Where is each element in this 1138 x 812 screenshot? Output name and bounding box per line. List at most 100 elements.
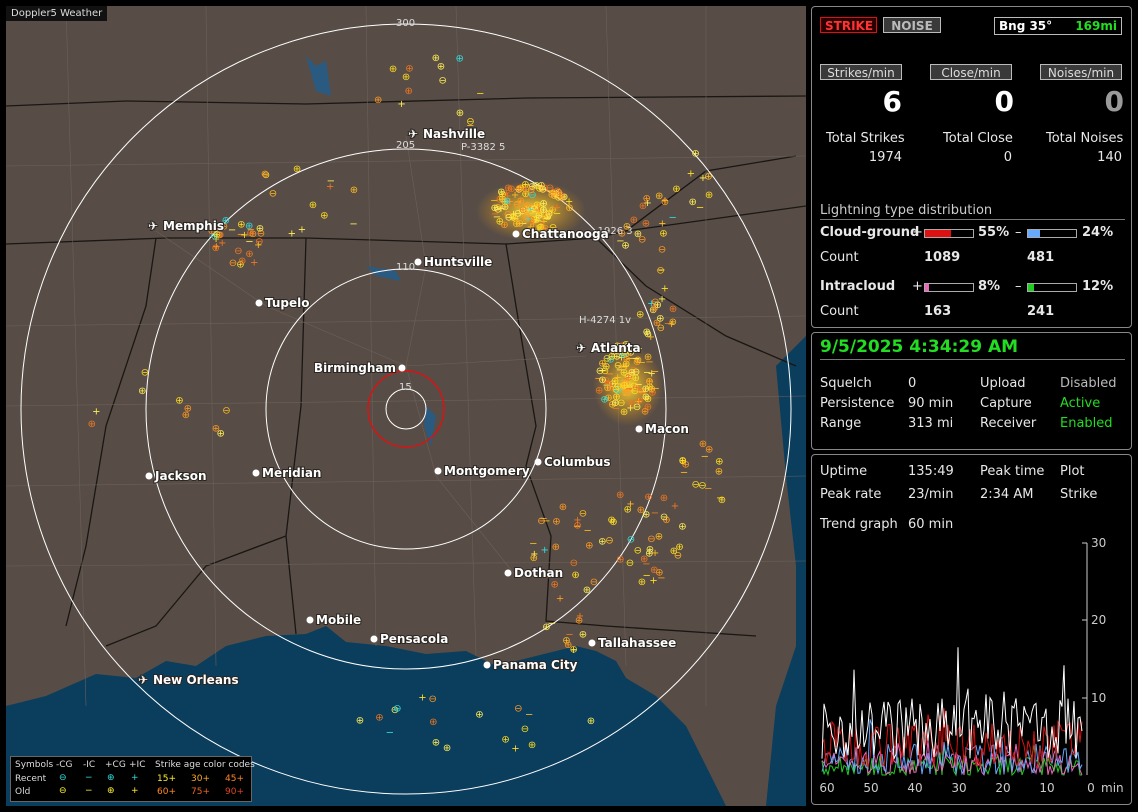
strike-marker: ⊕ xyxy=(604,379,612,390)
strike-marker: ⊕ xyxy=(613,352,621,363)
county-lines xyxy=(6,6,806,707)
strike-marker: − xyxy=(543,213,551,224)
city-label: Memphis xyxy=(163,219,224,233)
strike-marker: ⊖ xyxy=(540,183,548,194)
city-dot-icon xyxy=(635,425,643,433)
strike-marker: ⊕ xyxy=(530,214,538,225)
strike-marker: ⊕ xyxy=(623,387,631,398)
strike-marker: − xyxy=(628,374,636,385)
noise-mode-button[interactable]: NOISE xyxy=(883,17,941,33)
city-marker: Huntsville xyxy=(414,254,493,270)
strike-marker: ⊕ xyxy=(256,224,264,235)
strike-marker: ⊕ xyxy=(511,213,519,224)
strike-marker: − xyxy=(545,186,553,197)
strike-mode-button[interactable]: STRIKE xyxy=(820,17,877,33)
strike-marker: + xyxy=(687,169,695,180)
strike-marker: ⊕ xyxy=(545,209,553,220)
aircraft-tag: -1926 3 xyxy=(594,226,633,237)
legend-pos-cg-icon: ⊕ xyxy=(107,786,115,796)
strike-marker: ⊕ xyxy=(559,193,567,204)
strike-marker: − xyxy=(565,630,573,641)
strike-marker: ⊕ xyxy=(535,210,543,221)
strike-marker: + xyxy=(502,188,510,199)
uptime-label: Uptime xyxy=(820,464,868,479)
ic-negative-count: 241 xyxy=(1027,304,1055,319)
strike-marker: − xyxy=(490,195,498,206)
strike-marker: ⊕ xyxy=(632,383,640,394)
city-marker: Columbus xyxy=(534,454,612,470)
strike-marker: − xyxy=(617,362,625,373)
strike-marker: ⊖ xyxy=(549,223,557,234)
strike-marker: ⊕ xyxy=(655,532,663,543)
strike-marker: + xyxy=(503,191,511,202)
plot-mode-value[interactable]: Strike xyxy=(1060,487,1098,502)
strike-marker: ⊕ xyxy=(622,349,630,360)
strikes-per-min-value: 6 xyxy=(882,85,902,118)
strikes-per-min-button[interactable]: Strikes/min xyxy=(820,64,902,80)
strike-marker: ⊖ xyxy=(505,213,513,224)
trend-graph-label: Trend graph xyxy=(820,517,898,532)
bearing-value: Bng 35° xyxy=(999,19,1053,33)
strike-marker: ⊕ xyxy=(527,215,535,226)
strike-marker: ⊕ xyxy=(691,149,699,160)
strike-marker: + xyxy=(534,208,542,219)
strike-marker: ⊕ xyxy=(517,196,525,207)
airport-icon: ✈ xyxy=(408,127,418,141)
strike-marker: ⊕ xyxy=(88,419,96,430)
strike-marker: ⊕ xyxy=(587,716,595,727)
strike-marker: ⊖ xyxy=(692,480,700,491)
city-marker: Tupelo xyxy=(255,295,311,311)
strike-marker: ⊕ xyxy=(542,622,550,633)
strike-marker: + xyxy=(511,190,519,201)
strike-marker: − xyxy=(645,357,653,368)
cg-negative-pct: 24% xyxy=(1082,225,1114,240)
strike-marker: ⊖ xyxy=(656,266,664,277)
strike-marker: + xyxy=(643,198,651,209)
strike-marker: ⊕ xyxy=(496,194,504,205)
strike-marker: ⊖ xyxy=(601,366,609,377)
strike-marker: ⊖ xyxy=(514,208,522,219)
strike-marker: + xyxy=(554,188,562,199)
cg-plus-sign: + xyxy=(912,225,923,240)
strike-marker: + xyxy=(622,348,630,359)
strike-marker: ⊕ xyxy=(541,224,549,235)
close-ring xyxy=(367,370,445,448)
noises-per-min-button[interactable]: Noises/min xyxy=(1040,64,1122,80)
strike-marker: ⊕ xyxy=(405,86,413,97)
strike-marker: − xyxy=(624,384,632,395)
strike-marker: ⊕ xyxy=(619,341,627,352)
strike-marker: ⊕ xyxy=(635,396,643,407)
strike-marker: ⊕ xyxy=(655,191,663,202)
strike-marker: ⊕ xyxy=(509,212,517,223)
strike-marker: − xyxy=(466,121,474,132)
strike-marker: ⊕ xyxy=(500,220,508,231)
strike-marker: ⊕ xyxy=(620,350,628,361)
strike-marker: + xyxy=(254,240,262,251)
legend-neg-ic-icon: − xyxy=(85,786,93,796)
strike-marker: − xyxy=(716,493,724,504)
persistence-value: 90 min xyxy=(908,396,954,411)
strike-marker: + xyxy=(617,353,625,364)
upload-label: Upload xyxy=(980,376,1026,391)
city-marker: Macon xyxy=(635,421,690,437)
strike-marker: ⊕ xyxy=(630,215,638,226)
strike-marker: ⊕ xyxy=(641,407,649,418)
strike-marker: ⊖ xyxy=(632,367,640,378)
lightning-map[interactable]: 300 205 110 15 ⊕ − + + ⊕ ⊕ ⊕ − − ⊕ − + ⊕ − ⊕ + ⊕ ⊖ ⊕ ⊕ ⊖ ⊕ ⊖ ⊕ ⊕… xyxy=(6,6,806,806)
strike-marker: ⊕ xyxy=(643,193,651,204)
legend-symbols-label: Symbols xyxy=(15,760,54,770)
legend-age-title: Strike age color codes xyxy=(155,760,255,770)
close-per-min-button[interactable]: Close/min xyxy=(930,64,1012,80)
ic-negative-pct: 12% xyxy=(1082,279,1114,294)
persistence-label: Persistence xyxy=(820,396,895,411)
strike-marker: ⊕ xyxy=(521,179,529,190)
strike-marker: − xyxy=(517,182,525,193)
trend-graph-span: 60 min xyxy=(908,517,954,532)
strike-marker: ⊖ xyxy=(620,362,628,373)
strike-marker: ⊕ xyxy=(293,164,301,175)
strike-marker: ⊕ xyxy=(608,379,616,390)
total-close-value: 0 xyxy=(1003,150,1012,165)
strike-marker: − xyxy=(327,176,335,187)
strike-marker: − xyxy=(616,236,624,247)
strike-marker: + xyxy=(699,173,707,184)
